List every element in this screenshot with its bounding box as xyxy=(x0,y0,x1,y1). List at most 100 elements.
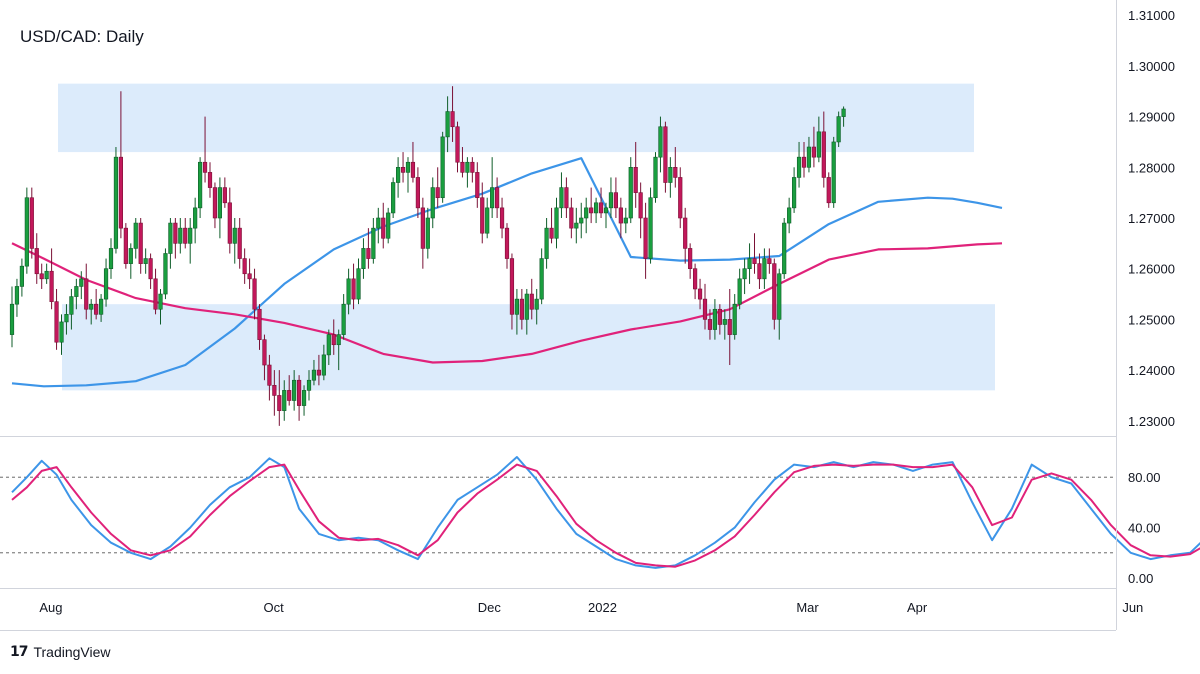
candle-body xyxy=(767,258,772,264)
time-axis[interactable]: Aug Oct Dec 2022 Mar Apr Jun xyxy=(39,600,1143,615)
candle-body xyxy=(217,187,223,219)
candle-body xyxy=(742,268,747,280)
price-tick-label: 1.31000 xyxy=(1128,8,1175,23)
candle xyxy=(227,187,232,254)
candle-body xyxy=(59,321,64,343)
candle xyxy=(158,288,163,325)
candle-body xyxy=(148,258,153,280)
candle-body xyxy=(579,217,584,224)
candle xyxy=(554,197,559,249)
candle-body xyxy=(381,217,386,239)
candle xyxy=(44,263,49,284)
candle xyxy=(826,172,831,208)
candle xyxy=(84,263,89,320)
candle-body xyxy=(395,167,401,183)
candle-body xyxy=(752,258,757,264)
candle xyxy=(59,314,64,355)
candle xyxy=(688,243,693,279)
candle xyxy=(292,370,297,411)
candle-body xyxy=(9,303,15,335)
candle-body xyxy=(277,395,282,411)
candle xyxy=(74,278,79,310)
candle-body xyxy=(796,156,802,178)
candle xyxy=(371,218,376,264)
stochastic-k-line xyxy=(11,456,1200,569)
candle xyxy=(331,319,336,355)
time-tick-label: Oct xyxy=(264,600,285,615)
candle xyxy=(499,197,505,239)
candle-body xyxy=(252,278,257,310)
candle-body xyxy=(49,270,54,302)
candle xyxy=(9,286,15,348)
candle xyxy=(494,177,500,218)
candle-body xyxy=(128,248,133,264)
time-tick-label: 2022 xyxy=(588,600,617,615)
candle xyxy=(54,288,59,350)
candle xyxy=(465,157,470,188)
candle xyxy=(480,182,485,244)
candle xyxy=(831,136,836,208)
candle xyxy=(534,288,539,325)
candle xyxy=(777,268,782,340)
candle xyxy=(287,375,292,406)
time-tick-label: Aug xyxy=(39,600,62,615)
candle xyxy=(841,106,846,127)
candle xyxy=(589,187,594,224)
candle-body xyxy=(519,298,524,320)
candle xyxy=(301,385,307,416)
candle-body xyxy=(643,217,648,259)
candle-body xyxy=(673,167,678,178)
candle-body xyxy=(653,156,658,199)
candle xyxy=(49,248,54,310)
candle xyxy=(490,157,495,218)
candle xyxy=(69,288,74,330)
candle-body xyxy=(613,192,618,209)
candle-body xyxy=(410,161,416,178)
candle-body xyxy=(103,268,109,300)
candle-body xyxy=(341,303,346,335)
candle-body xyxy=(821,131,826,178)
stochastic-axis[interactable]: 80.00 40.00 0.00 xyxy=(1128,470,1161,586)
stoch-tick-label: 40.00 xyxy=(1128,521,1161,536)
candle-body xyxy=(232,227,237,244)
candle-body xyxy=(460,161,465,173)
candle xyxy=(183,218,188,249)
candle xyxy=(222,177,227,208)
candle xyxy=(767,248,772,274)
candle xyxy=(133,218,138,259)
candle-body xyxy=(346,278,351,305)
candle xyxy=(143,248,148,274)
candle-body xyxy=(574,222,579,229)
candle xyxy=(188,218,193,264)
candle xyxy=(475,162,480,208)
tradingview-brand[interactable]: 17 TradingView xyxy=(10,641,111,663)
candle xyxy=(598,187,604,218)
candle xyxy=(623,207,628,234)
candle xyxy=(569,197,574,239)
candle-body xyxy=(296,379,302,406)
candle-body xyxy=(772,263,777,320)
candle xyxy=(103,258,109,307)
candle-body xyxy=(777,273,782,320)
candle-body xyxy=(688,248,693,269)
candle xyxy=(29,187,34,259)
candle-body xyxy=(306,379,312,391)
candle xyxy=(633,141,638,208)
candle xyxy=(123,223,128,269)
price-tick-label: 1.27000 xyxy=(1128,211,1175,226)
candle xyxy=(509,253,515,330)
candle xyxy=(173,218,178,259)
candle xyxy=(673,147,678,188)
price-tick-label: 1.29000 xyxy=(1128,110,1175,125)
candle-body xyxy=(386,212,391,239)
candle xyxy=(628,157,633,224)
candle-body xyxy=(584,207,589,219)
candle-body xyxy=(683,217,688,249)
price-axis[interactable]: 1.31000 1.30000 1.29000 1.28000 1.27000 1.260… xyxy=(1128,8,1175,429)
candle xyxy=(420,197,425,269)
candle xyxy=(178,218,183,254)
candle xyxy=(796,141,802,188)
candle-body xyxy=(143,258,148,264)
candle-body xyxy=(598,202,604,214)
